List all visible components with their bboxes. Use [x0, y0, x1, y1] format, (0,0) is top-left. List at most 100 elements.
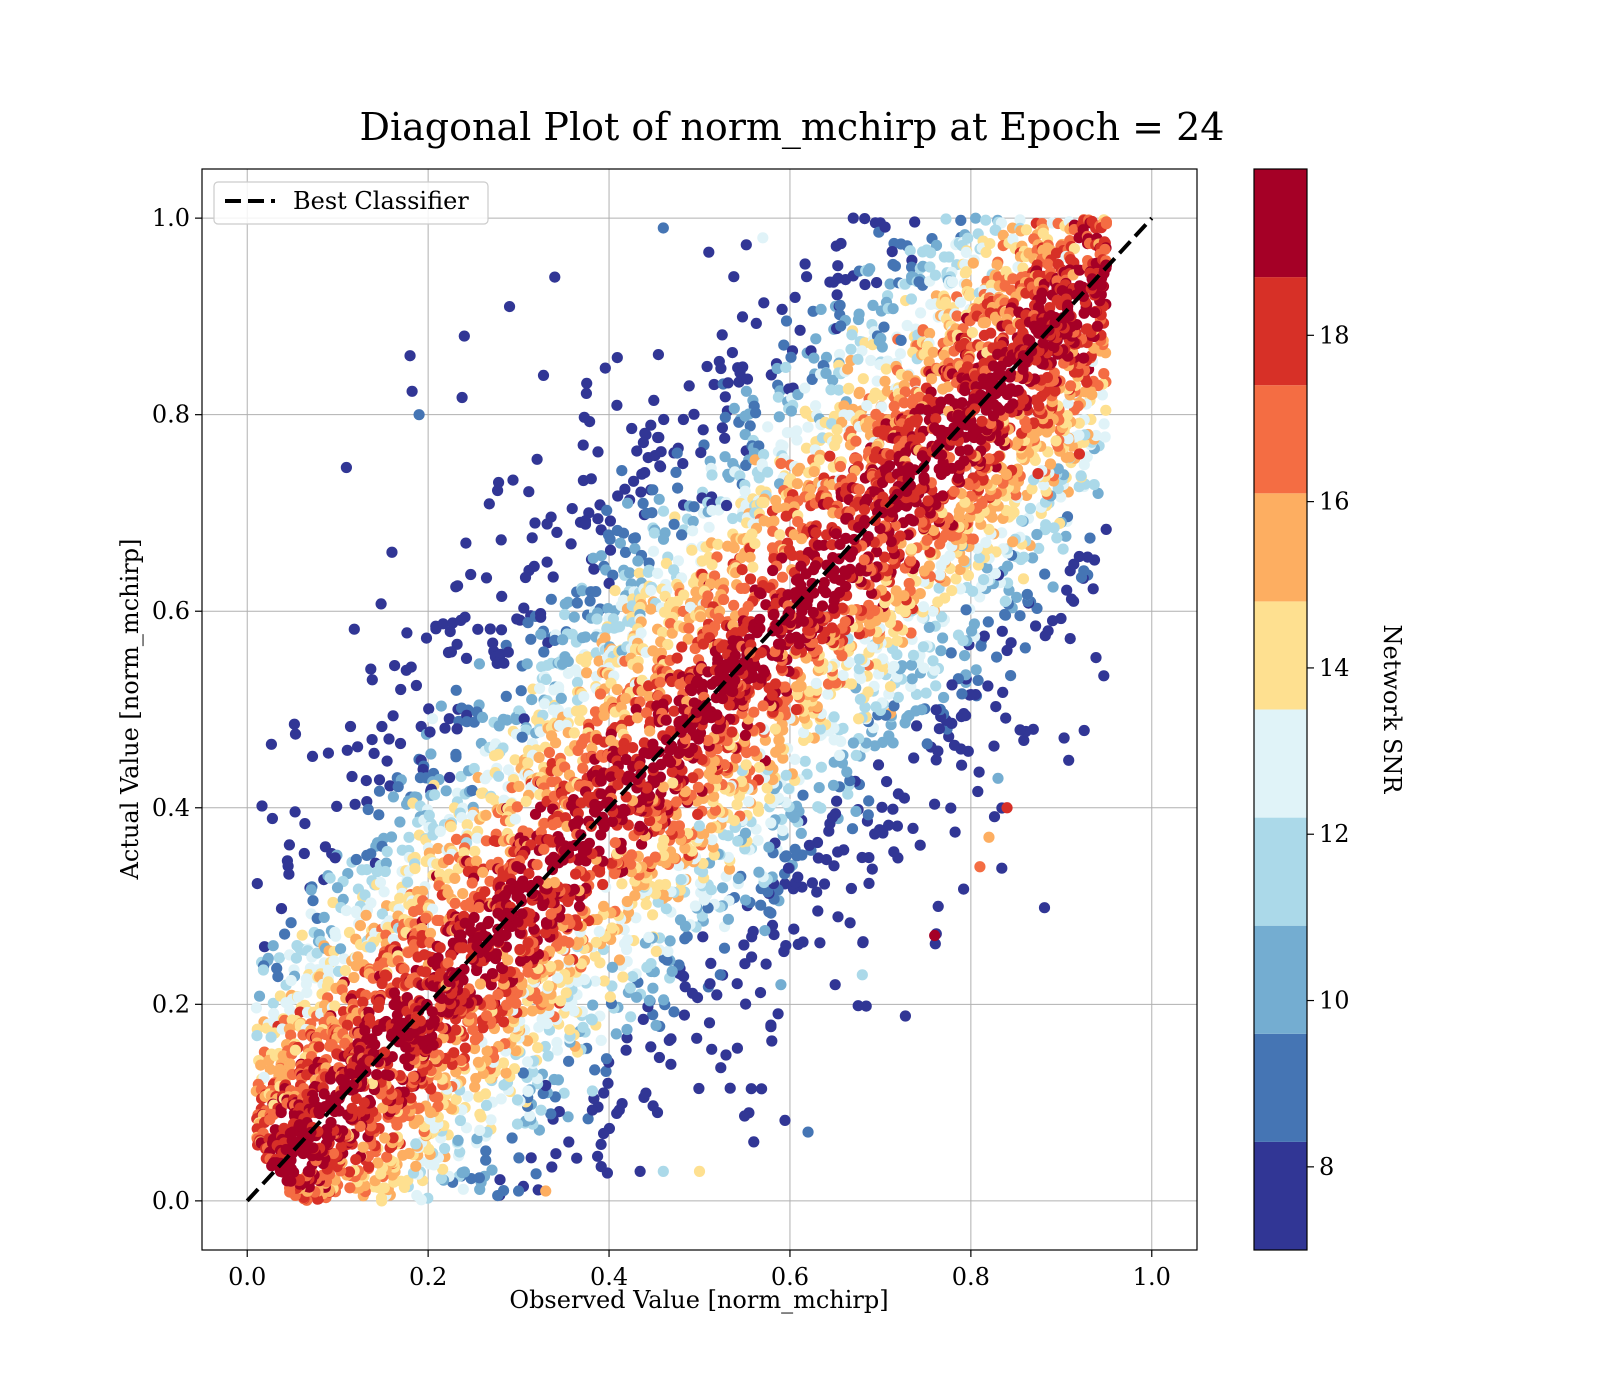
- scatter-point: [854, 693, 867, 705]
- scatter-point: [723, 863, 736, 875]
- scatter-point: [374, 876, 387, 889]
- scatter-point: [802, 421, 814, 433]
- scatter-point: [820, 367, 832, 379]
- scatter-point: [547, 571, 559, 583]
- scatter-point: [354, 920, 366, 932]
- scatter-point: [540, 673, 552, 686]
- scatter-point: [350, 1154, 362, 1166]
- scatter-point: [888, 700, 900, 712]
- scatter-point: [722, 377, 734, 389]
- scatter-point: [366, 674, 378, 686]
- scatter-point: [593, 925, 605, 938]
- scatter-point: [884, 278, 896, 290]
- scatter-point: [635, 486, 647, 498]
- scatter-point: [771, 362, 783, 375]
- scatter-point: [990, 701, 1002, 713]
- scatter-point: [344, 1182, 356, 1194]
- scatter-point: [989, 567, 1002, 580]
- scatter-point: [719, 432, 731, 444]
- scatter-point: [592, 513, 604, 525]
- scatter-point: [257, 964, 269, 976]
- scatter-point: [318, 911, 330, 924]
- scatter-point: [1092, 487, 1104, 499]
- scatter-point: [633, 567, 646, 579]
- scatter-point: [943, 251, 955, 263]
- scatter-point: [543, 746, 556, 759]
- scatter-point: [435, 1172, 448, 1184]
- scatter-point: [348, 971, 360, 984]
- scatter-point: [892, 788, 905, 800]
- scatter-point: [740, 459, 752, 471]
- scatter-point: [736, 564, 748, 576]
- scatter-point: [357, 1141, 369, 1153]
- scatter-point: [749, 538, 761, 550]
- scatter-point: [632, 662, 644, 674]
- scatter-point: [739, 958, 751, 970]
- scatter-point: [301, 986, 313, 999]
- scatter-point: [634, 820, 646, 833]
- scatter-point: [675, 874, 687, 886]
- scatter-point: [305, 884, 317, 896]
- scatter-point: [852, 313, 865, 326]
- scatter-point: [760, 958, 772, 970]
- scatter-point: [1021, 588, 1033, 601]
- scatter-point: [853, 713, 865, 725]
- scatter-point: [559, 608, 571, 621]
- scatter-point: [949, 826, 961, 838]
- scatter-point: [1099, 431, 1111, 443]
- scatter-point: [785, 351, 797, 363]
- scatter-point: [592, 1150, 604, 1162]
- scatter-point: [373, 774, 386, 786]
- scatter-point: [498, 657, 510, 669]
- scatter-point: [275, 1106, 287, 1119]
- scatter-point: [483, 498, 495, 510]
- scatter-point: [389, 660, 401, 672]
- scatter-point: [472, 1056, 484, 1068]
- scatter-point: [534, 682, 546, 695]
- scatter-point: [883, 730, 895, 742]
- scatter-point: [959, 650, 971, 662]
- scatter-point: [704, 978, 716, 990]
- scatter-point: [863, 795, 875, 807]
- scatter-point: [921, 534, 933, 546]
- scatter-point: [289, 728, 302, 740]
- scatter-point: [648, 394, 660, 406]
- scatter-point: [901, 712, 913, 724]
- scatter-point: [465, 568, 477, 581]
- scatter-point: [740, 385, 753, 397]
- scatter-point: [595, 1138, 607, 1150]
- scatter-point: [929, 664, 941, 676]
- scatter-point: [833, 384, 845, 396]
- scatter-point: [939, 554, 951, 566]
- scatter-point: [640, 1087, 652, 1099]
- scatter-point: [500, 690, 512, 703]
- scatter-point: [509, 813, 521, 825]
- scatter-point: [523, 486, 535, 498]
- scatter-point: [706, 469, 718, 481]
- scatter-point: [519, 571, 532, 584]
- scatter-point: [810, 400, 822, 412]
- scatter-point: [265, 738, 277, 750]
- scatter-point: [711, 989, 723, 1001]
- scatter-point: [1088, 479, 1100, 491]
- scatter-point: [763, 841, 775, 853]
- scatter-point: [988, 811, 1001, 823]
- scatter-point: [654, 676, 666, 689]
- scatter-point: [758, 496, 770, 509]
- scatter-point: [748, 706, 760, 718]
- scatter-point: [272, 971, 284, 983]
- scatter-point: [584, 595, 596, 607]
- scatter-point: [666, 965, 678, 977]
- scatter-point: [331, 882, 344, 894]
- scatter-point: [865, 354, 877, 367]
- scatter-point: [474, 1124, 486, 1136]
- scatter-point: [647, 909, 659, 921]
- scatter-point: [562, 596, 574, 608]
- scatter-point: [616, 878, 628, 890]
- scatter-point: [492, 748, 504, 760]
- scatter-point: [1016, 515, 1028, 527]
- scatter-point: [741, 373, 754, 385]
- scatter-point: [708, 378, 720, 391]
- scatter-point: [930, 754, 942, 766]
- scatter-point: [380, 857, 392, 869]
